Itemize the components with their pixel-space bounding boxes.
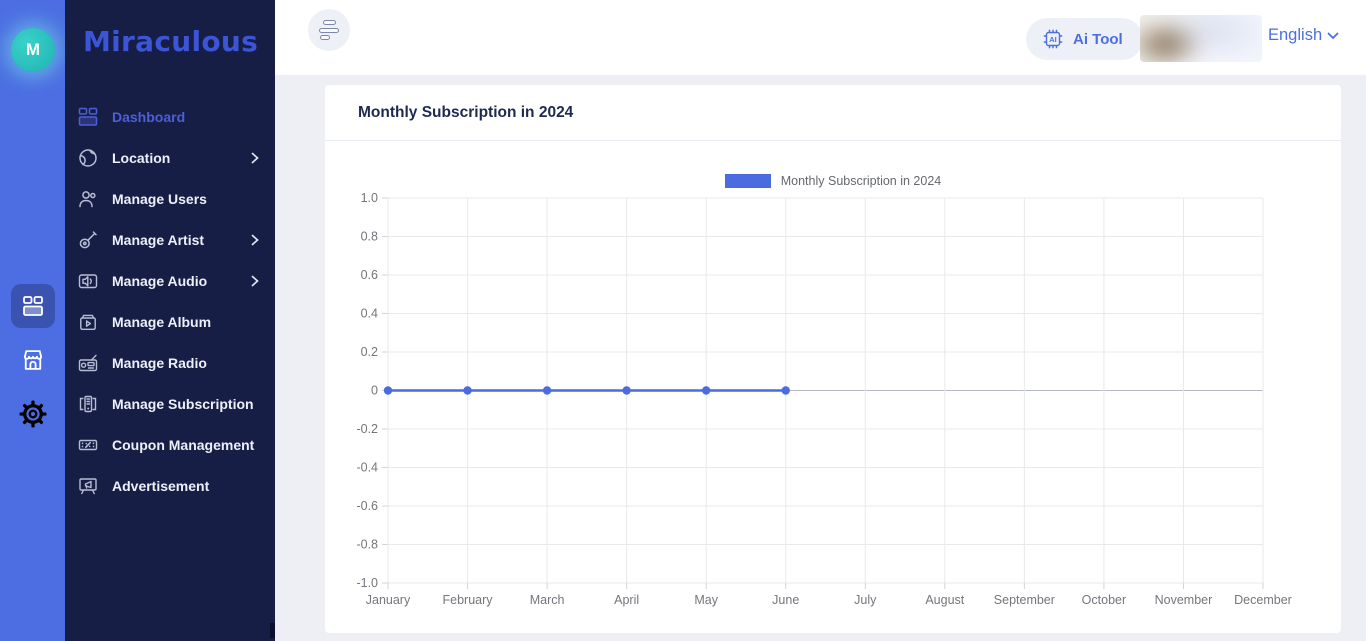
store-icon bbox=[20, 347, 46, 373]
icon-rail: M bbox=[0, 0, 65, 641]
coupon-icon bbox=[78, 434, 99, 455]
dashboard-icon bbox=[78, 106, 99, 127]
svg-text:0.6: 0.6 bbox=[361, 268, 378, 282]
megaphone-icon bbox=[78, 475, 99, 496]
users-icon bbox=[78, 188, 99, 209]
sidebar-item-label: Manage Album bbox=[112, 314, 211, 330]
sidebar-item-label: Dashboard bbox=[112, 109, 185, 125]
sidebar-scrollbar[interactable] bbox=[270, 623, 275, 638]
svg-text:-1.0: -1.0 bbox=[356, 576, 378, 590]
sidebar-item-label: Manage Artist bbox=[112, 232, 204, 248]
chevron-down-icon bbox=[1327, 32, 1339, 40]
app-avatar: M bbox=[11, 28, 55, 72]
svg-text:1.0: 1.0 bbox=[361, 191, 378, 205]
card-title: Monthly Subscription in 2024 bbox=[358, 104, 573, 122]
svg-text:May: May bbox=[694, 593, 718, 607]
svg-text:-0.8: -0.8 bbox=[356, 538, 378, 552]
user-avatar bbox=[1140, 15, 1262, 62]
svg-text:August: August bbox=[925, 593, 964, 607]
speaker-icon bbox=[78, 270, 99, 291]
app-logo: Miraculous bbox=[65, 0, 275, 58]
filter-lines-icon bbox=[308, 20, 350, 40]
sidebar-item-manage-radio[interactable]: Manage Radio bbox=[65, 342, 275, 383]
subscription-chart-card: Monthly Subscription in 2024 Monthly Sub… bbox=[325, 85, 1341, 633]
chart-area: Monthly Subscription in 2024 1.00.80.60.… bbox=[325, 141, 1341, 632]
sidebar-item-dashboard[interactable]: Dashboard bbox=[65, 96, 275, 137]
svg-text:0.8: 0.8 bbox=[361, 230, 378, 244]
svg-text:November: November bbox=[1155, 593, 1213, 607]
dashboard-icon bbox=[21, 294, 45, 318]
gear-icon bbox=[18, 399, 48, 429]
sidebar-item-label: Manage Radio bbox=[112, 355, 207, 371]
ai-tool-button[interactable]: AI Ai Tool bbox=[1026, 18, 1143, 60]
svg-text:0: 0 bbox=[371, 384, 378, 398]
sidebar-item-manage-audio[interactable]: Manage Audio bbox=[65, 260, 275, 301]
svg-text:-0.4: -0.4 bbox=[356, 461, 378, 475]
sidebar-item-label: Manage Users bbox=[112, 191, 207, 207]
chevron-right-icon bbox=[251, 234, 259, 246]
svg-text:March: March bbox=[530, 593, 565, 607]
ai-chip-icon: AI bbox=[1041, 27, 1065, 51]
svg-text:0.4: 0.4 bbox=[361, 307, 378, 321]
sidebar-item-label: Manage Subscription bbox=[112, 396, 254, 412]
app-avatar-letter: M bbox=[26, 40, 40, 60]
chevron-right-icon bbox=[251, 152, 259, 164]
rail-dashboard-button[interactable] bbox=[11, 284, 55, 328]
svg-text:AI: AI bbox=[1049, 35, 1057, 44]
ai-tool-label: Ai Tool bbox=[1073, 31, 1123, 48]
sidebar-item-advertisement[interactable]: Advertisement bbox=[65, 465, 275, 506]
svg-text:January: January bbox=[366, 593, 411, 607]
svg-text:July: July bbox=[854, 593, 877, 607]
chevron-right-icon bbox=[251, 275, 259, 287]
sidebar-item-manage-users[interactable]: Manage Users bbox=[65, 178, 275, 219]
sidebar-item-label: Manage Audio bbox=[112, 273, 207, 289]
guitar-icon bbox=[78, 229, 99, 250]
language-label: English bbox=[1268, 26, 1322, 45]
sidebar-item-coupon-management[interactable]: Coupon Management bbox=[65, 424, 275, 465]
sidebar-menu: Dashboard Location bbox=[65, 96, 275, 506]
radio-icon bbox=[78, 352, 99, 373]
rail-store-button[interactable] bbox=[11, 338, 55, 382]
subscription-icon bbox=[78, 393, 99, 414]
sidebar-item-manage-album[interactable]: Manage Album bbox=[65, 301, 275, 342]
sidebar-item-location[interactable]: Location bbox=[65, 137, 275, 178]
subscription-line-chart: 1.0 0.8 0.6 0.4 0.2 0 -0.2 -0.4 -0.6 -0.8 -1.0 Janu… bbox=[325, 141, 1341, 632]
card-header: Monthly Subscription in 2024 bbox=[325, 85, 1341, 141]
globe-icon bbox=[78, 147, 99, 168]
svg-text:June: June bbox=[772, 593, 799, 607]
svg-text:October: October bbox=[1082, 593, 1126, 607]
language-selector[interactable]: English bbox=[1268, 26, 1339, 45]
svg-text:February: February bbox=[443, 593, 494, 607]
sidebar-item-label: Advertisement bbox=[112, 478, 209, 494]
album-icon bbox=[78, 311, 99, 332]
svg-text:September: September bbox=[994, 593, 1055, 607]
top-header: AI Ai Tool English bbox=[275, 0, 1366, 75]
sidebar-item-label: Location bbox=[112, 150, 170, 166]
sidebar-item-manage-subscription[interactable]: Manage Subscription bbox=[65, 383, 275, 424]
rail-settings-button[interactable] bbox=[11, 392, 55, 436]
svg-text:0.2: 0.2 bbox=[361, 345, 378, 359]
svg-text:December: December bbox=[1234, 593, 1292, 607]
svg-text:April: April bbox=[614, 593, 639, 607]
sidebar: Miraculous Dashboard Location bbox=[65, 0, 275, 641]
sidebar-item-label: Coupon Management bbox=[112, 437, 254, 453]
sidebar-item-manage-artist[interactable]: Manage Artist bbox=[65, 219, 275, 260]
svg-text:-0.2: -0.2 bbox=[356, 422, 378, 436]
sidebar-toggle-button[interactable] bbox=[308, 9, 350, 51]
user-account-area[interactable] bbox=[1140, 15, 1262, 62]
svg-text:-0.6: -0.6 bbox=[356, 499, 378, 513]
